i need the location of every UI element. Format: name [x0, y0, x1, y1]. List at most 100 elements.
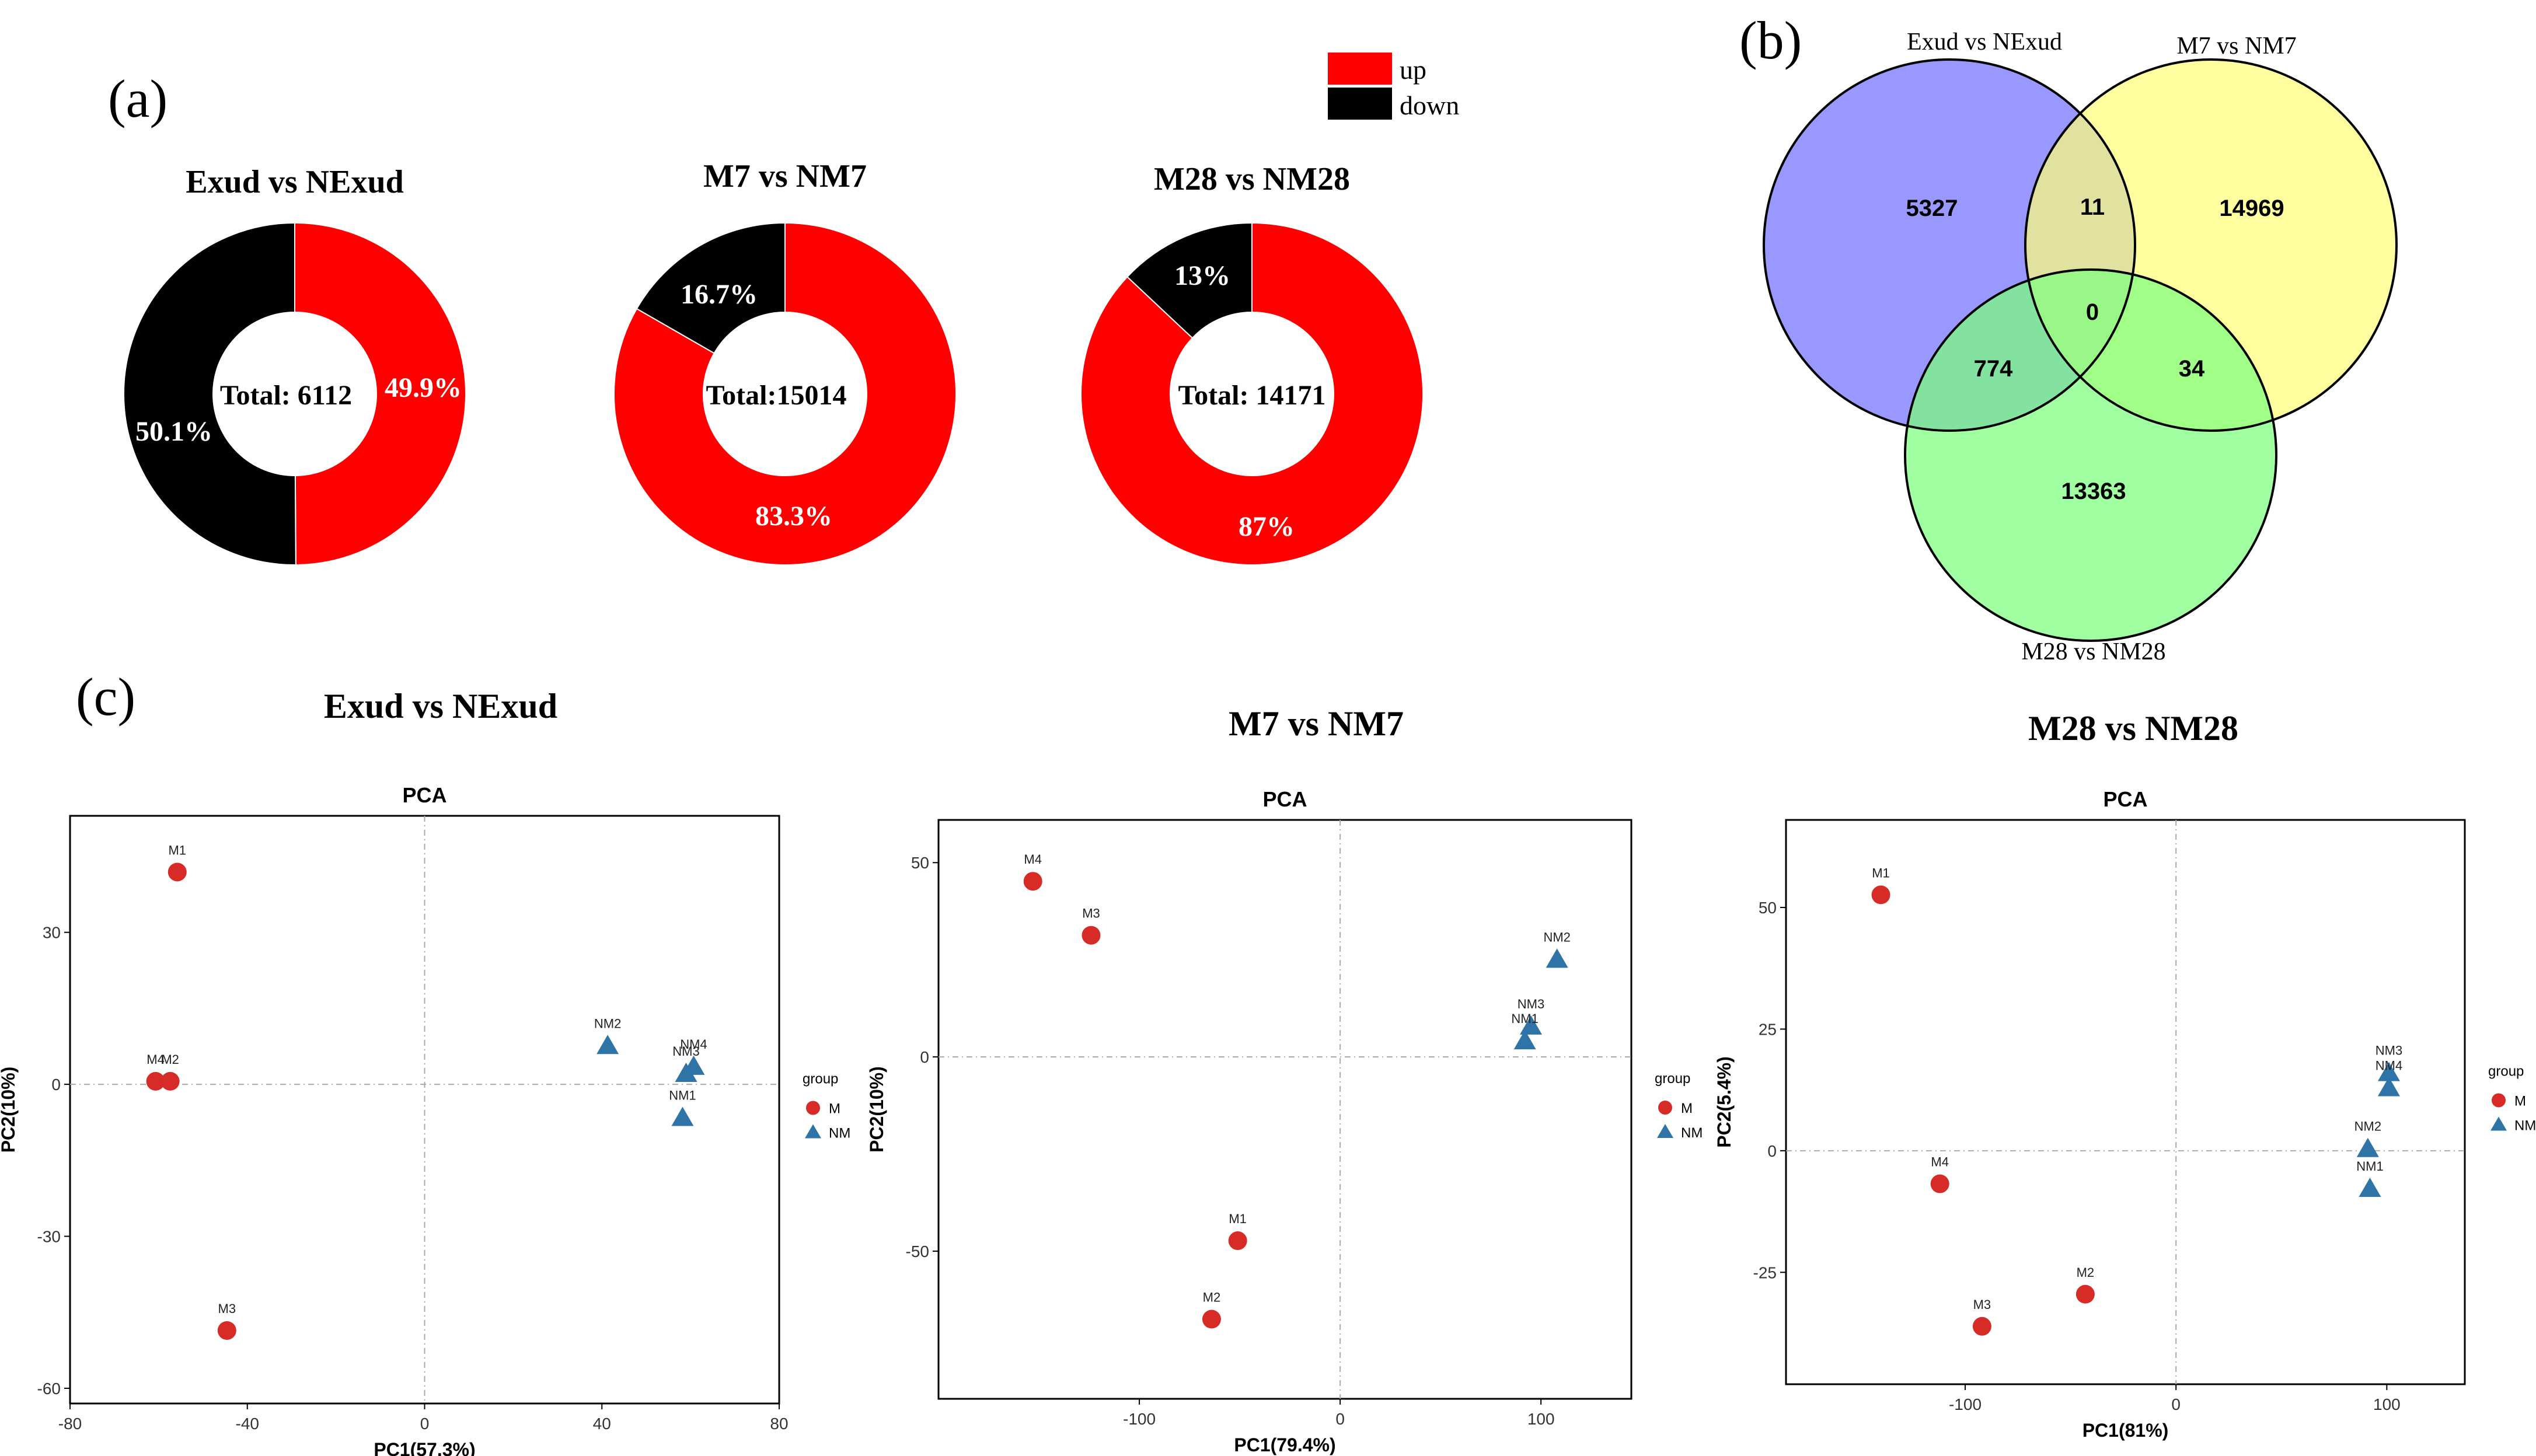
- donut-slice-label-up: 83.3%: [755, 501, 832, 532]
- pca-point-label: NM1: [1511, 1011, 1538, 1026]
- donut-title: Exud vs NExud: [186, 164, 404, 200]
- pca-xtick-label: 0: [2171, 1395, 2181, 1413]
- venn-circle-m28: [1905, 270, 2276, 641]
- pca-point-M4: [1930, 1174, 1949, 1193]
- pca-xtick-label: -80: [58, 1415, 82, 1433]
- venn-region-ab: 11: [2080, 194, 2105, 220]
- pca-heading: Exud vs NExud: [324, 687, 557, 725]
- pca-point-NM3: [1519, 1015, 1542, 1035]
- pca-point-label: M2: [1203, 1290, 1221, 1305]
- pca-point-NM1: [2359, 1178, 2381, 1197]
- pca-point-M2: [161, 1071, 180, 1091]
- pca-ytick-label: -30: [37, 1228, 61, 1246]
- pca-point-M3: [217, 1321, 236, 1340]
- donut-title: M7 vs NM7: [703, 158, 867, 194]
- pca-xtick-label: -40: [236, 1415, 259, 1433]
- donut-center-total: Total: 14171: [1178, 380, 1326, 411]
- pca-legend-label-NM: NM: [2514, 1118, 2536, 1134]
- pca-title: PCA: [2103, 787, 2147, 811]
- donut-slice-label-down: 50.1%: [135, 416, 212, 447]
- pca-point-M2: [2075, 1284, 2095, 1304]
- venn-outline-1: [2024, 58, 2398, 432]
- venn-region-bc: 34: [2179, 356, 2205, 382]
- pca-legend-label-NM: NM: [1681, 1125, 1703, 1141]
- pca-plot-m7: M7 vs NM7 PCA -100 0 100 50 0 -50 PC1(79.4%) PC2(…: [866, 704, 1703, 1455]
- pca-legend-marker-NM: [1657, 1124, 1673, 1138]
- donut-chart-m28: M28 vs NM28 87% 13% Total: 14171: [1080, 161, 1424, 565]
- pca-xtick-label: 80: [770, 1415, 788, 1433]
- pca-point-label: NM3: [2375, 1043, 2402, 1058]
- pca-legend-title: group: [1655, 1071, 1690, 1087]
- legend-swatch-down: [1328, 88, 1392, 120]
- pca-legend-label-NM: NM: [829, 1126, 850, 1141]
- pca-legend-label-M: M: [1681, 1101, 1693, 1116]
- venn-outline-0: [1763, 58, 2136, 432]
- venn-outline-2: [1904, 268, 2277, 642]
- pca-ylabel: PC2(10%): [0, 1067, 19, 1153]
- venn-region-a_only: 5327: [1906, 195, 1958, 221]
- pca-point-label: M1: [168, 843, 186, 857]
- pca-xlabel: PC1(81%): [2082, 1420, 2169, 1441]
- pca-point-label: M2: [161, 1052, 179, 1067]
- donut-slice-down: [1126, 222, 1253, 339]
- pca-point-M1: [1871, 885, 1890, 905]
- pca-ytick-label: 0: [920, 1048, 929, 1066]
- pca-plot-m28: M28 vs NM28 PCA -100 0 100 50 25 0 -25 PC1(81%) PC…: [1714, 709, 2536, 1441]
- venn-set-label-exud: Exud vs NExud: [1907, 29, 2062, 55]
- pca-ytick-label: 30: [43, 924, 61, 942]
- venn-region-abc: 0: [2086, 299, 2099, 325]
- pca-point-M3: [1082, 926, 1101, 945]
- pca-xlabel: PC1(79.4%): [1234, 1434, 1335, 1455]
- donut-slice-up: [294, 222, 466, 566]
- donut-slice-up: [1080, 222, 1424, 565]
- pca-legend-title: group: [2488, 1064, 2524, 1080]
- pca-ytick-label: 0: [51, 1076, 61, 1094]
- pca-panel-border: [1785, 819, 2466, 1385]
- pca-point-label: NM2: [594, 1016, 621, 1031]
- pca-point-NM2: [596, 1035, 619, 1055]
- donut-chart-exud: Exud vs NExud 49.9% 50.1% Total: 6112: [123, 164, 466, 566]
- donut-legend: up down: [1328, 53, 1459, 120]
- pca-point-label: M1: [1229, 1211, 1247, 1226]
- donut-title: M28 vs NM28: [1154, 161, 1350, 197]
- pca-ytick-label: 50: [1759, 899, 1777, 917]
- pca-legend-label-M: M: [829, 1101, 840, 1117]
- legend-swatch-up: [1328, 53, 1392, 85]
- pca-legend-marker-NM: [805, 1124, 821, 1139]
- pca-ytick-label: 25: [1759, 1020, 1777, 1038]
- pca-legend-marker-M: [1658, 1101, 1672, 1115]
- venn-diagram: Exud vs NExud M7 vs NM7 M28 vs NM28 5327 149…: [1763, 29, 2398, 665]
- pca-point-label: M4: [1024, 852, 1042, 867]
- pca-point-label: NM2: [1543, 930, 1570, 944]
- venn-region-c_only: 13363: [2061, 479, 2126, 504]
- venn-region-b_only: 14969: [2219, 195, 2284, 221]
- pca-point-label: M2: [2077, 1265, 2095, 1280]
- pca-point-label: M3: [1082, 906, 1100, 921]
- pca-plot-exud: Exud vs NExud PCA -80 -40 0 40 80 30 0 -30 -60 PC1(…: [0, 687, 850, 1456]
- donut-slice-down: [123, 222, 296, 565]
- pca-point-M3: [1972, 1317, 1991, 1336]
- pca-point-label: M1: [1872, 865, 1890, 880]
- pca-point-M1: [1228, 1231, 1247, 1251]
- donut-chart-m7: M7 vs NM7 83.3% 16.7% Total:15014: [613, 158, 957, 565]
- pca-legend-marker-M: [2492, 1093, 2506, 1108]
- pca-point-NM2: [2356, 1137, 2379, 1157]
- pca-point-NM3: [2377, 1062, 2400, 1081]
- pca-point-NM1: [671, 1106, 694, 1126]
- pca-legend-marker-M: [806, 1101, 820, 1115]
- pca-legend-marker-NM: [2490, 1116, 2507, 1131]
- pca-xtick-label: 40: [593, 1415, 611, 1433]
- legend-label-up: up: [1400, 55, 1426, 85]
- donut-center-total: Total:15014: [706, 380, 847, 411]
- pca-title: PCA: [402, 783, 446, 807]
- pca-point-NM2: [1546, 948, 1568, 968]
- pca-point-label: M3: [218, 1301, 236, 1316]
- pca-point-NM4: [2377, 1077, 2400, 1097]
- donut-center-total: Total: 6112: [220, 380, 352, 411]
- venn-set-label-m28: M28 vs NM28: [2021, 638, 2165, 665]
- pca-point-M4: [146, 1071, 165, 1091]
- pca-point-label: NM3: [672, 1044, 699, 1059]
- pca-legend-title: group: [803, 1071, 838, 1087]
- pca-xtick-label: 100: [1527, 1410, 1555, 1428]
